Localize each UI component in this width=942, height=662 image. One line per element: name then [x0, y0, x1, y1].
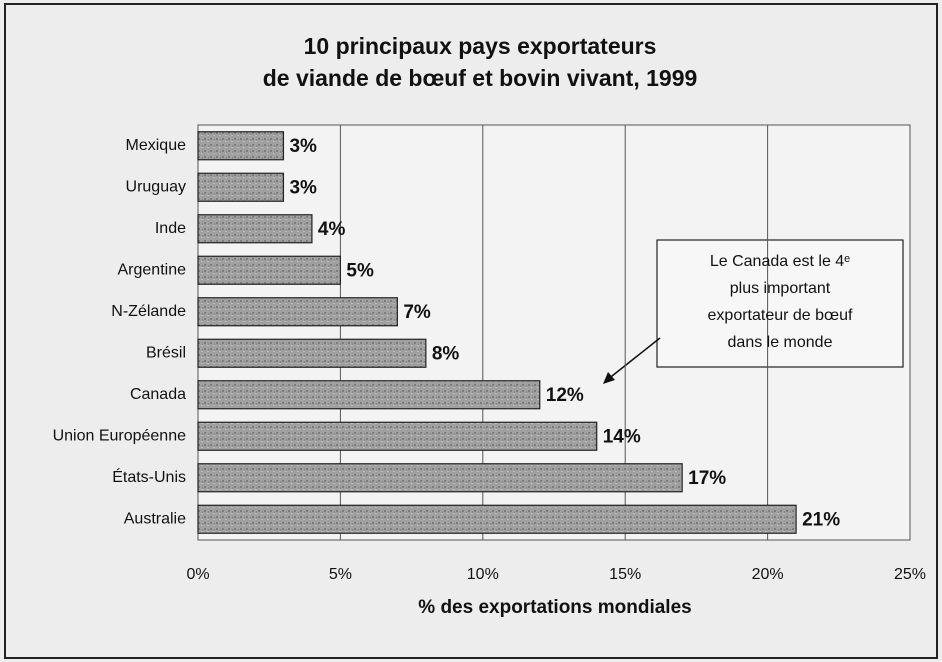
y-tick-label: Uruguay	[126, 178, 186, 195]
y-tick-label: Canada	[130, 386, 186, 403]
bar	[197, 297, 398, 327]
value-label: 3%	[289, 177, 317, 198]
x-axis-title: % des exportations mondiales	[418, 597, 691, 618]
x-tick-label: 5%	[329, 566, 352, 583]
chart-title: 10 principaux pays exportateurs	[304, 33, 657, 59]
y-tick-label: Union Européenne	[53, 427, 187, 444]
x-tick-label: 25%	[894, 566, 926, 583]
value-label: 12%	[546, 385, 584, 406]
annotation-box	[656, 239, 904, 368]
annotation-text: dans le monde	[728, 334, 833, 351]
y-tick-label: Inde	[155, 220, 186, 237]
bar	[197, 255, 341, 285]
y-tick-label: Mexique	[126, 137, 187, 154]
y-tick-label: Brésil	[146, 344, 186, 361]
bar	[197, 131, 285, 161]
y-tick-label: États-Unis	[112, 467, 186, 486]
arrow-head	[603, 372, 615, 384]
annotation-arrow	[606, 337, 661, 381]
annotation-text: plus important	[730, 280, 831, 297]
bar	[197, 421, 598, 451]
x-tick-label: 10%	[467, 566, 499, 583]
value-label: 14%	[603, 426, 641, 447]
y-tick-label: Argentine	[118, 261, 187, 278]
value-label: 21%	[802, 509, 840, 530]
value-label: 7%	[403, 302, 431, 323]
value-label: 8%	[432, 343, 460, 364]
annotation-text: Le Canada est le 4ᵉ	[710, 253, 850, 270]
annotation-text: exportateur de bœuf	[708, 307, 854, 324]
chart-title: de viande de bœuf et bovin vivant, 1999	[263, 65, 698, 91]
bar	[197, 380, 541, 410]
x-tick-label: 0%	[186, 566, 209, 583]
value-label: 17%	[688, 468, 726, 489]
x-tick-label: 20%	[752, 566, 784, 583]
bar	[197, 463, 683, 493]
value-label: 5%	[346, 260, 374, 281]
bar	[197, 172, 285, 202]
value-label: 4%	[318, 219, 346, 240]
value-label: 3%	[289, 136, 317, 157]
frame	[4, 3, 938, 659]
bar	[197, 214, 313, 244]
bar	[197, 338, 427, 368]
y-tick-label: N-Zélande	[111, 303, 186, 320]
bar	[197, 504, 797, 534]
y-tick-label: Australie	[124, 510, 186, 527]
x-tick-label: 15%	[609, 566, 641, 583]
